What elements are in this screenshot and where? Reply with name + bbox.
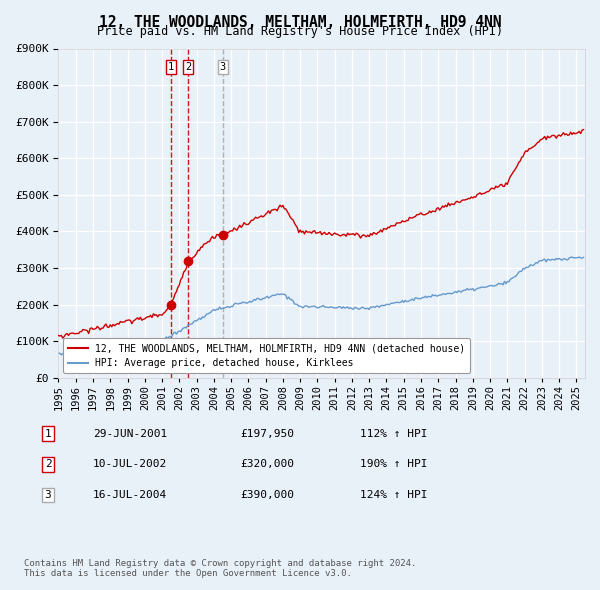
- Text: 10-JUL-2002: 10-JUL-2002: [93, 460, 167, 469]
- Text: £390,000: £390,000: [240, 490, 294, 500]
- Text: 29-JUN-2001: 29-JUN-2001: [93, 429, 167, 438]
- Text: 124% ↑ HPI: 124% ↑ HPI: [360, 490, 427, 500]
- Text: 3: 3: [220, 62, 226, 72]
- Text: 2: 2: [44, 460, 52, 469]
- Legend: 12, THE WOODLANDS, MELTHAM, HOLMFIRTH, HD9 4NN (detached house), HPI: Average pr: 12, THE WOODLANDS, MELTHAM, HOLMFIRTH, H…: [64, 339, 470, 373]
- Text: Price paid vs. HM Land Registry's House Price Index (HPI): Price paid vs. HM Land Registry's House …: [97, 25, 503, 38]
- Text: 16-JUL-2004: 16-JUL-2004: [93, 490, 167, 500]
- Text: 190% ↑ HPI: 190% ↑ HPI: [360, 460, 427, 469]
- Text: £320,000: £320,000: [240, 460, 294, 469]
- Text: 1: 1: [167, 62, 173, 72]
- Text: Contains HM Land Registry data © Crown copyright and database right 2024.
This d: Contains HM Land Registry data © Crown c…: [24, 559, 416, 578]
- Text: 3: 3: [44, 490, 52, 500]
- Text: 12, THE WOODLANDS, MELTHAM, HOLMFIRTH, HD9 4NN: 12, THE WOODLANDS, MELTHAM, HOLMFIRTH, H…: [99, 15, 501, 30]
- Text: 2: 2: [185, 62, 191, 72]
- Text: 1: 1: [44, 429, 52, 438]
- Text: £197,950: £197,950: [240, 429, 294, 438]
- Text: 112% ↑ HPI: 112% ↑ HPI: [360, 429, 427, 438]
